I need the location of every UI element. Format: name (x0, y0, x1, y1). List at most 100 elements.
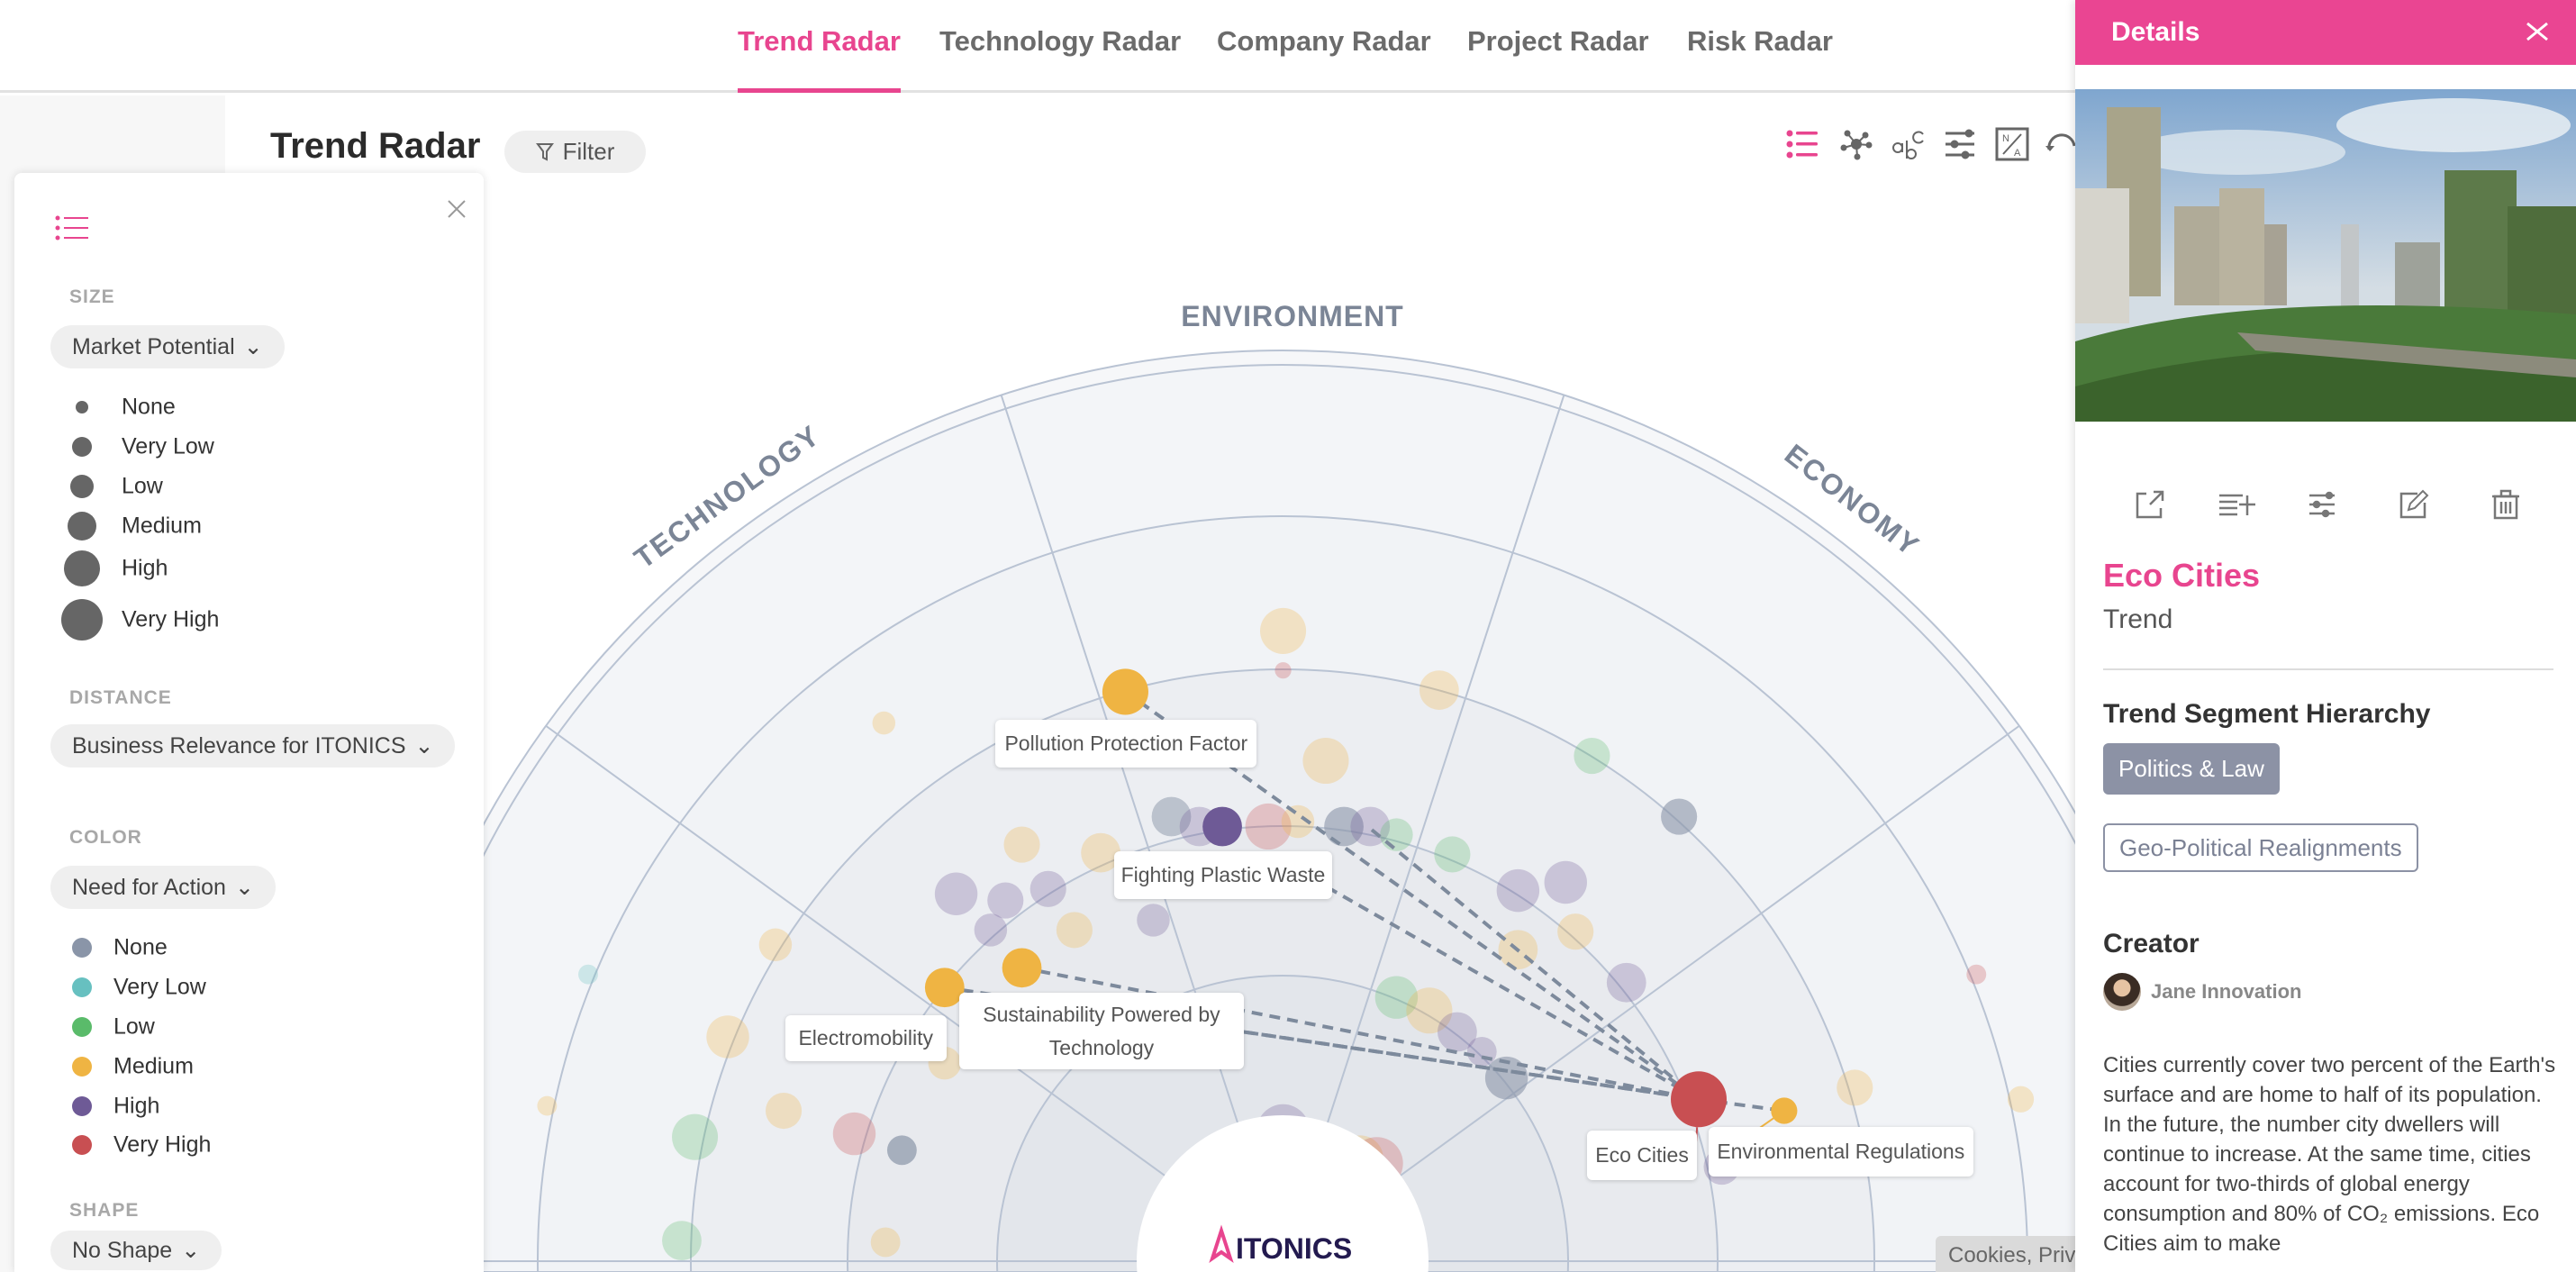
radar-bubble[interactable] (872, 711, 896, 735)
color-legend-item[interactable]: Very Low (14, 969, 375, 1005)
radar-bubble-highlighted[interactable] (924, 968, 965, 1008)
bubble-label[interactable]: Environmental Regulations (1708, 1127, 1973, 1177)
radar-bubble[interactable] (765, 1092, 803, 1130)
radar-bubble[interactable] (1837, 1069, 1873, 1106)
radar-bubble[interactable] (1245, 803, 1292, 850)
radar-bubble[interactable] (1544, 860, 1587, 904)
radar-bubble[interactable] (1151, 796, 1192, 837)
na-toggle-icon[interactable]: NA (1994, 126, 2030, 162)
tab-technology-radar[interactable]: Technology Radar (939, 25, 1182, 57)
chevron-down-icon: ⌄ (234, 875, 254, 900)
radar-bubble[interactable] (832, 1112, 876, 1156)
radar-bubble[interactable] (1056, 912, 1093, 949)
radar-bubble[interactable] (1438, 1012, 1477, 1052)
rotate-icon[interactable] (2044, 126, 2080, 162)
radar-bubble[interactable] (672, 1113, 719, 1160)
tab-company-radar[interactable]: Company Radar (1217, 25, 1431, 57)
color-legend-item[interactable]: High (14, 1088, 375, 1124)
close-icon[interactable] (2524, 18, 2551, 45)
segment-chip[interactable]: Politics & Law (2103, 743, 2280, 795)
radar-bubble-highlighted[interactable] (1771, 1097, 1798, 1124)
radar-bubble[interactable] (1274, 662, 1292, 679)
size-legend-item: Medium (14, 508, 375, 544)
radar-bubble[interactable] (1574, 737, 1610, 775)
radar-bubble[interactable] (987, 882, 1024, 919)
radar-bubble[interactable] (1137, 904, 1170, 937)
radar-bubble[interactable] (1966, 964, 1987, 985)
segment-label-environment: ENVIRONMENT (1181, 300, 1403, 332)
radar-bubble[interactable] (758, 928, 793, 962)
radar-bubble[interactable] (537, 1095, 558, 1116)
filter-button[interactable]: Filter (504, 131, 646, 173)
creator-name[interactable]: Jane Innovation (2151, 980, 2302, 1003)
color-legend-item[interactable]: None (14, 930, 375, 966)
radar-bubble[interactable] (934, 872, 978, 915)
bubble-label[interactable]: Fighting Plastic Waste (1113, 850, 1333, 899)
size-dropdown[interactable]: Market Potential ⌄ (50, 325, 285, 368)
sliders-icon[interactable] (1942, 126, 1978, 162)
radar-bubble[interactable] (1029, 870, 1066, 907)
radar-bubble[interactable] (1557, 913, 1594, 950)
radar-bubble[interactable] (1374, 976, 1419, 1019)
bubble-label[interactable]: Electromobility (785, 1015, 947, 1062)
sliders-icon[interactable] (2306, 488, 2338, 521)
radar-bubble[interactable] (578, 964, 598, 985)
radar-bubble[interactable] (1324, 806, 1364, 847)
size-legend-label: Medium (122, 513, 202, 539)
radar-bubble[interactable] (1419, 670, 1459, 710)
add-to-list-icon[interactable] (2218, 488, 2257, 521)
color-legend-item[interactable]: Medium (14, 1049, 375, 1085)
color-legend-item[interactable]: Low (14, 1009, 375, 1045)
bubble-label[interactable]: Pollution Protection Factor (995, 719, 1257, 768)
svg-text:A: A (2014, 148, 2021, 159)
size-legend-label: Very Low (122, 433, 214, 459)
bubble-label[interactable]: Eco Cities (1586, 1130, 1698, 1180)
edit-icon[interactable] (2398, 488, 2430, 521)
radar-bubble[interactable] (974, 913, 1008, 947)
tab-project-radar[interactable]: Project Radar (1467, 25, 1649, 57)
subsegment-chip[interactable]: Geo-Political Realignments (2103, 823, 2418, 872)
cookies-banner[interactable]: Cookies, Priv (1936, 1236, 2075, 1272)
radar-bubble[interactable] (1003, 826, 1040, 863)
avatar (2103, 973, 2141, 1011)
text-label-icon[interactable] (1890, 126, 1926, 162)
radar-bubble[interactable] (1281, 804, 1315, 839)
radar-bubble[interactable] (2007, 1086, 2035, 1113)
size-legend-label: Low (122, 473, 163, 499)
radar-bubble[interactable] (1466, 1036, 1497, 1067)
sector-divider (1326, 395, 1565, 1125)
trash-icon[interactable] (2490, 488, 2522, 521)
radar-bubble[interactable] (1406, 987, 1453, 1034)
color-dropdown[interactable]: Need for Action ⌄ (50, 866, 276, 909)
radar-bubble[interactable] (1484, 1056, 1528, 1100)
radar-bubble-highlighted[interactable] (1202, 806, 1242, 847)
svg-text:ITONICS: ITONICS (1236, 1232, 1352, 1265)
radar-bubble-highlighted[interactable] (1102, 668, 1148, 715)
bubble-label[interactable]: Sustainability Powered by Technology (959, 992, 1244, 1070)
color-legend-item[interactable]: Very High (14, 1127, 375, 1163)
radar-bubble[interactable] (662, 1221, 702, 1261)
radar-bubble[interactable] (1081, 832, 1120, 873)
radar-bubble[interactable] (1606, 962, 1646, 1003)
legend-close-icon[interactable] (446, 198, 467, 220)
radar-bubble[interactable] (886, 1135, 917, 1166)
radar-bubble[interactable] (1302, 737, 1349, 785)
color-label: COLOR (69, 827, 142, 848)
tab-trend-radar[interactable]: Trend Radar (738, 25, 901, 93)
radar-bubble[interactable] (1434, 836, 1471, 873)
tab-risk-radar[interactable]: Risk Radar (1687, 25, 1833, 57)
radar-bubble-highlighted[interactable] (1002, 948, 1042, 988)
radar-bubble[interactable] (870, 1227, 901, 1258)
open-external-icon[interactable] (2134, 488, 2166, 521)
sector-divider (1398, 724, 2020, 1177)
radar-bubble[interactable] (1380, 818, 1413, 851)
distance-dropdown[interactable]: Business Relevance for ITONICS ⌄ (50, 724, 456, 768)
legend-list-icon[interactable] (1784, 126, 1820, 162)
radar-bubble[interactable] (1661, 798, 1698, 835)
radar-bubble[interactable] (1260, 607, 1307, 654)
radar-bubble[interactable] (706, 1015, 749, 1058)
radar-bubble-highlighted[interactable] (1671, 1071, 1728, 1128)
network-icon[interactable] (1838, 126, 1874, 162)
radar-bubble[interactable] (1496, 868, 1540, 913)
shape-dropdown[interactable]: No Shape ⌄ (50, 1231, 222, 1270)
